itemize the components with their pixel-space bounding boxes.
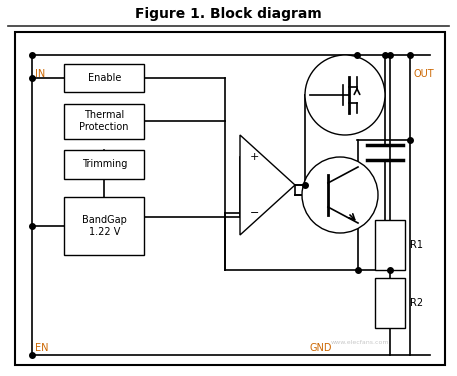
Text: Enable: Enable [88,73,121,83]
Text: R1: R1 [410,240,423,250]
Text: Thermal
Protection: Thermal Protection [80,110,129,132]
Bar [375,278,405,328]
Text: −: − [250,208,260,218]
Bar [15,32,445,365]
Bar [64,64,144,92]
Text: IN: IN [35,69,45,79]
Text: +: + [250,152,260,162]
Text: Trimming: Trimming [81,159,127,169]
Text: OUT: OUT [413,69,434,79]
Bar [375,220,405,270]
Bar [64,150,144,179]
Text: www.elecfans.com: www.elecfans.com [331,340,389,345]
Polygon shape [240,135,295,235]
Text: BandGap
1.22 V: BandGap 1.22 V [82,215,127,237]
Text: Figure 1. Block diagram: Figure 1. Block diagram [135,7,322,21]
Bar [64,197,144,255]
Circle shape [302,157,378,233]
Text: R2: R2 [410,298,423,308]
Text: EN: EN [35,343,48,353]
Circle shape [305,55,385,135]
Text: GND: GND [310,343,333,353]
Bar [64,104,144,139]
